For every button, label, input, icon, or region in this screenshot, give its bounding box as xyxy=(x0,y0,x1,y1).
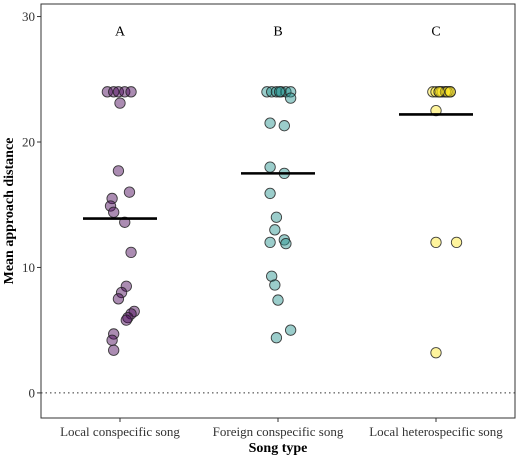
group-letter: A xyxy=(115,24,126,39)
labels-layer: Song type Mean approach distance A B C xyxy=(2,24,441,455)
data-point xyxy=(108,344,120,356)
data-point xyxy=(278,120,290,132)
data-point xyxy=(284,86,297,98)
y-axis-title: Mean approach distance xyxy=(2,138,17,285)
x-axis-title: Song type xyxy=(249,441,308,455)
x-tick-label: Local heterospecific song xyxy=(369,424,503,439)
data-point xyxy=(269,224,281,236)
data-point xyxy=(108,206,120,218)
data-point xyxy=(266,86,278,98)
data-point xyxy=(430,86,442,98)
data-point xyxy=(427,86,439,98)
data-point xyxy=(123,186,136,198)
data-point xyxy=(261,86,273,98)
x-tick-label: Foreign conspecific song xyxy=(213,424,344,439)
data-point xyxy=(450,236,463,249)
group-letter: C xyxy=(431,24,440,39)
points-layer xyxy=(101,86,463,359)
x-tick-label: Local conspecific song xyxy=(60,424,180,439)
data-point xyxy=(284,324,297,336)
data-point xyxy=(273,86,286,98)
data-point xyxy=(441,86,453,98)
data-point xyxy=(270,211,283,223)
data-point xyxy=(114,97,126,109)
data-point xyxy=(444,86,456,98)
data-point xyxy=(433,86,445,98)
data-point xyxy=(108,86,120,98)
data-point xyxy=(269,279,281,291)
data-point xyxy=(120,314,132,326)
y-tick-label: 20 xyxy=(22,135,35,150)
data-point xyxy=(264,161,276,173)
data-point xyxy=(264,117,276,129)
plot-panel xyxy=(40,3,516,419)
group-letter: B xyxy=(273,24,282,39)
data-point xyxy=(270,332,283,344)
data-point xyxy=(280,237,292,250)
data-point xyxy=(430,236,442,249)
data-point xyxy=(101,86,114,98)
data-point xyxy=(272,294,284,306)
data-point xyxy=(125,246,137,259)
data-point xyxy=(284,92,297,104)
y-tick-label: 0 xyxy=(29,385,36,400)
data-point xyxy=(264,236,276,249)
data-point xyxy=(112,86,125,98)
axes-layer: 0 10 20 30 Local conspecific song Foreign con… xyxy=(22,9,503,439)
data-point xyxy=(104,200,117,212)
data-point xyxy=(115,286,128,299)
means-layer xyxy=(83,113,473,220)
data-point xyxy=(264,187,276,200)
data-point xyxy=(112,165,125,177)
y-tick-label: 30 xyxy=(22,9,35,24)
y-tick-label: 10 xyxy=(22,260,35,275)
data-point xyxy=(270,86,283,98)
plot-frame-layer xyxy=(40,3,516,419)
data-point xyxy=(119,86,131,98)
data-point xyxy=(125,86,137,98)
data-point xyxy=(112,293,125,305)
data-point xyxy=(430,347,442,359)
data-point xyxy=(106,334,118,346)
